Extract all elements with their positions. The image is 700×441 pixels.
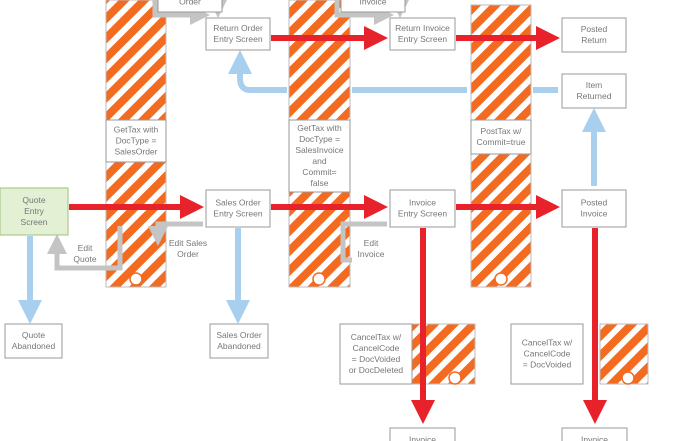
logo xyxy=(448,371,462,385)
node-label: Returned xyxy=(577,91,612,101)
node-label: Abandoned xyxy=(12,341,56,351)
node-label: Quote xyxy=(22,195,45,205)
node-box xyxy=(340,0,406,13)
node-label: Order xyxy=(179,0,201,6)
node-label: Entry Screen xyxy=(213,34,262,44)
node-label: CancelCode xyxy=(353,343,400,353)
logo xyxy=(494,272,508,286)
node-label: and xyxy=(312,156,326,166)
node-box xyxy=(205,17,271,51)
node-label: Invoice xyxy=(360,0,387,6)
node-label: Screen xyxy=(21,217,48,227)
node-label: = DocVoided xyxy=(352,354,401,364)
node-box xyxy=(561,73,627,109)
node-label: or DocDeleted xyxy=(349,365,404,375)
node-label: GetTax with xyxy=(114,124,159,134)
node-label: Edit xyxy=(78,243,93,253)
node-label: DocType = xyxy=(116,135,157,145)
node-label: SalesOrder xyxy=(115,146,158,156)
node-label: DocType = xyxy=(299,134,340,144)
node-label: Invoice xyxy=(409,434,436,441)
node-label: Posted xyxy=(581,24,608,34)
node-box xyxy=(4,323,63,359)
node-label: Entry Screen xyxy=(398,34,447,44)
node-label: Return xyxy=(581,35,607,45)
node-box xyxy=(209,323,269,359)
node-label: Commit= xyxy=(302,167,336,177)
node-box xyxy=(389,17,456,51)
node-box xyxy=(389,189,456,228)
node-label: Invoice xyxy=(581,434,608,441)
node-label: CancelCode xyxy=(524,348,571,358)
node-label: Invoice xyxy=(581,208,608,218)
node-label: Entry Screen xyxy=(213,208,262,218)
node-label: = DocVoided xyxy=(523,359,572,369)
node-label: Edit xyxy=(364,238,379,248)
node-box xyxy=(389,427,456,441)
node-box xyxy=(561,17,627,53)
node-label: Sales Order xyxy=(216,330,262,340)
node-label: SalesInvoice xyxy=(295,145,343,155)
node-box xyxy=(0,187,69,236)
node-label: Return Order xyxy=(213,23,263,33)
node-label: Edit Sales xyxy=(169,238,207,248)
node-box xyxy=(288,119,351,193)
node-box xyxy=(510,323,584,385)
node-label: PostTax w/ xyxy=(480,126,522,136)
node-label: Item xyxy=(586,80,603,90)
logo xyxy=(312,272,326,286)
node-label: Posted xyxy=(581,197,608,207)
node-box xyxy=(470,119,532,155)
node-label: Quote xyxy=(73,254,96,264)
blue-arrows xyxy=(18,62,606,324)
node-box xyxy=(561,427,628,441)
node-box xyxy=(105,119,167,163)
node-label: Entry xyxy=(24,206,45,216)
node-label: Order xyxy=(177,249,199,259)
node-label: false xyxy=(311,178,329,188)
node-label: Invoice xyxy=(409,197,436,207)
logo xyxy=(621,371,635,385)
node-box xyxy=(205,189,271,228)
node-label: Return Invoice xyxy=(395,23,450,33)
red-arrows xyxy=(69,26,607,424)
node-label: GetTax with xyxy=(297,123,342,133)
node-label: Invoice xyxy=(358,249,385,259)
node-label: Sales Order xyxy=(215,197,261,207)
node-box xyxy=(561,189,627,228)
node-box xyxy=(339,323,413,385)
node-box xyxy=(157,0,223,13)
logo xyxy=(129,272,143,286)
node-label: Quote xyxy=(22,330,45,340)
node-label: Commit=true xyxy=(477,137,526,147)
node-label: CancelTax w/ xyxy=(522,337,573,347)
node-label: Abandoned xyxy=(217,341,261,351)
node-label: Entry Screen xyxy=(398,208,447,218)
node-label: CancelTax w/ xyxy=(351,332,402,342)
